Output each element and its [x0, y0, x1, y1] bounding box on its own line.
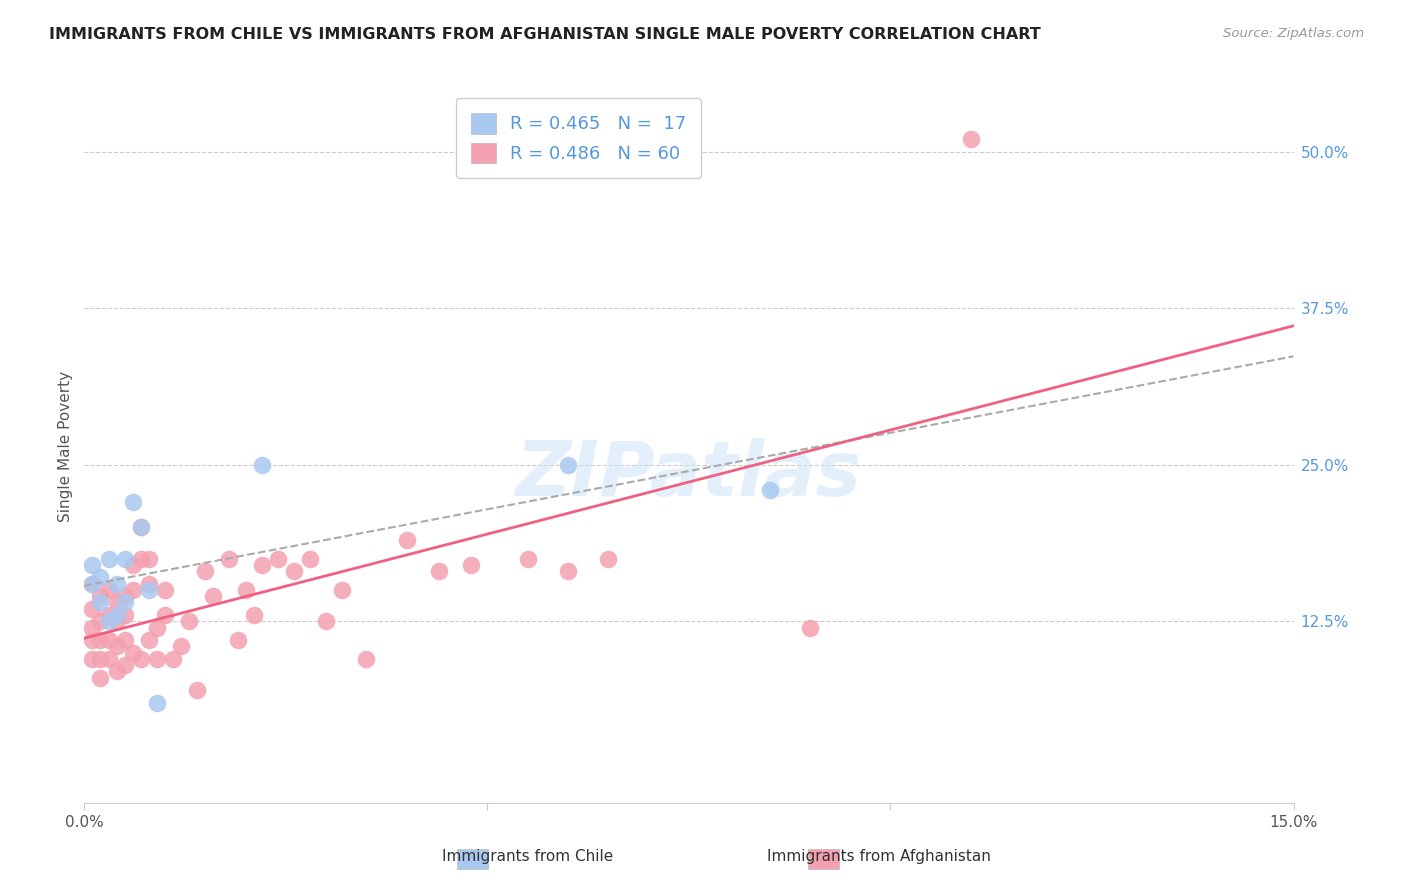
Point — [267, 551, 290, 566]
Point — [129, 551, 152, 566]
Point — [97, 614, 120, 628]
Point — [427, 564, 450, 578]
Point — [162, 652, 184, 666]
Point — [516, 551, 538, 566]
Point — [146, 621, 169, 635]
Point — [598, 551, 620, 566]
Point — [97, 582, 120, 597]
Point — [121, 558, 143, 572]
Point — [82, 576, 104, 591]
Point — [97, 652, 120, 666]
Point — [226, 633, 249, 648]
Point — [330, 582, 353, 597]
Point — [105, 665, 128, 679]
Point — [250, 458, 273, 472]
Point — [82, 601, 104, 615]
Point — [153, 582, 176, 597]
Point — [460, 558, 482, 572]
Point — [799, 621, 821, 635]
Point — [250, 558, 273, 572]
Point — [97, 607, 120, 622]
Point — [138, 576, 160, 591]
Point — [89, 595, 111, 609]
Point — [89, 671, 111, 685]
Point — [146, 696, 169, 710]
Point — [82, 558, 104, 572]
Legend: R = 0.465   N =  17, R = 0.486   N = 60: R = 0.465 N = 17, R = 0.486 N = 60 — [456, 98, 702, 178]
Point — [105, 614, 128, 628]
Text: Immigrants from Chile: Immigrants from Chile — [441, 849, 613, 863]
Point — [114, 633, 136, 648]
Text: ZIPatlas: ZIPatlas — [516, 438, 862, 511]
Point — [283, 564, 305, 578]
Point — [186, 683, 208, 698]
Point — [146, 652, 169, 666]
Point — [82, 633, 104, 648]
Point — [89, 614, 111, 628]
Point — [557, 564, 579, 578]
Point — [129, 520, 152, 534]
Point — [758, 483, 780, 497]
Point — [82, 652, 104, 666]
Point — [218, 551, 240, 566]
Point — [105, 576, 128, 591]
Point — [129, 520, 152, 534]
Point — [89, 633, 111, 648]
Text: IMMIGRANTS FROM CHILE VS IMMIGRANTS FROM AFGHANISTAN SINGLE MALE POVERTY CORRELA: IMMIGRANTS FROM CHILE VS IMMIGRANTS FROM… — [49, 27, 1040, 42]
Point — [114, 595, 136, 609]
Point — [82, 621, 104, 635]
Point — [114, 658, 136, 673]
Point — [105, 607, 128, 622]
Point — [960, 132, 983, 146]
Point — [299, 551, 322, 566]
Point — [114, 607, 136, 622]
Point — [89, 589, 111, 603]
Point — [97, 551, 120, 566]
Point — [121, 646, 143, 660]
Point — [114, 551, 136, 566]
Point — [97, 633, 120, 648]
Point — [121, 495, 143, 509]
Point — [194, 564, 217, 578]
Point — [179, 614, 201, 628]
Point — [356, 652, 378, 666]
Point — [242, 607, 264, 622]
Point — [557, 458, 579, 472]
Point — [138, 582, 160, 597]
Point — [315, 614, 337, 628]
Text: Immigrants from Afghanistan: Immigrants from Afghanistan — [766, 849, 991, 863]
Point — [235, 582, 257, 597]
Text: Source: ZipAtlas.com: Source: ZipAtlas.com — [1223, 27, 1364, 40]
Point — [129, 652, 152, 666]
Point — [105, 640, 128, 654]
Y-axis label: Single Male Poverty: Single Male Poverty — [58, 370, 73, 522]
Point — [138, 551, 160, 566]
Point — [89, 570, 111, 584]
Point — [82, 576, 104, 591]
Point — [138, 633, 160, 648]
Point — [114, 589, 136, 603]
Point — [202, 589, 225, 603]
Point — [121, 582, 143, 597]
Point — [89, 652, 111, 666]
Point — [153, 607, 176, 622]
Point — [395, 533, 418, 547]
Point — [105, 595, 128, 609]
Point — [170, 640, 193, 654]
